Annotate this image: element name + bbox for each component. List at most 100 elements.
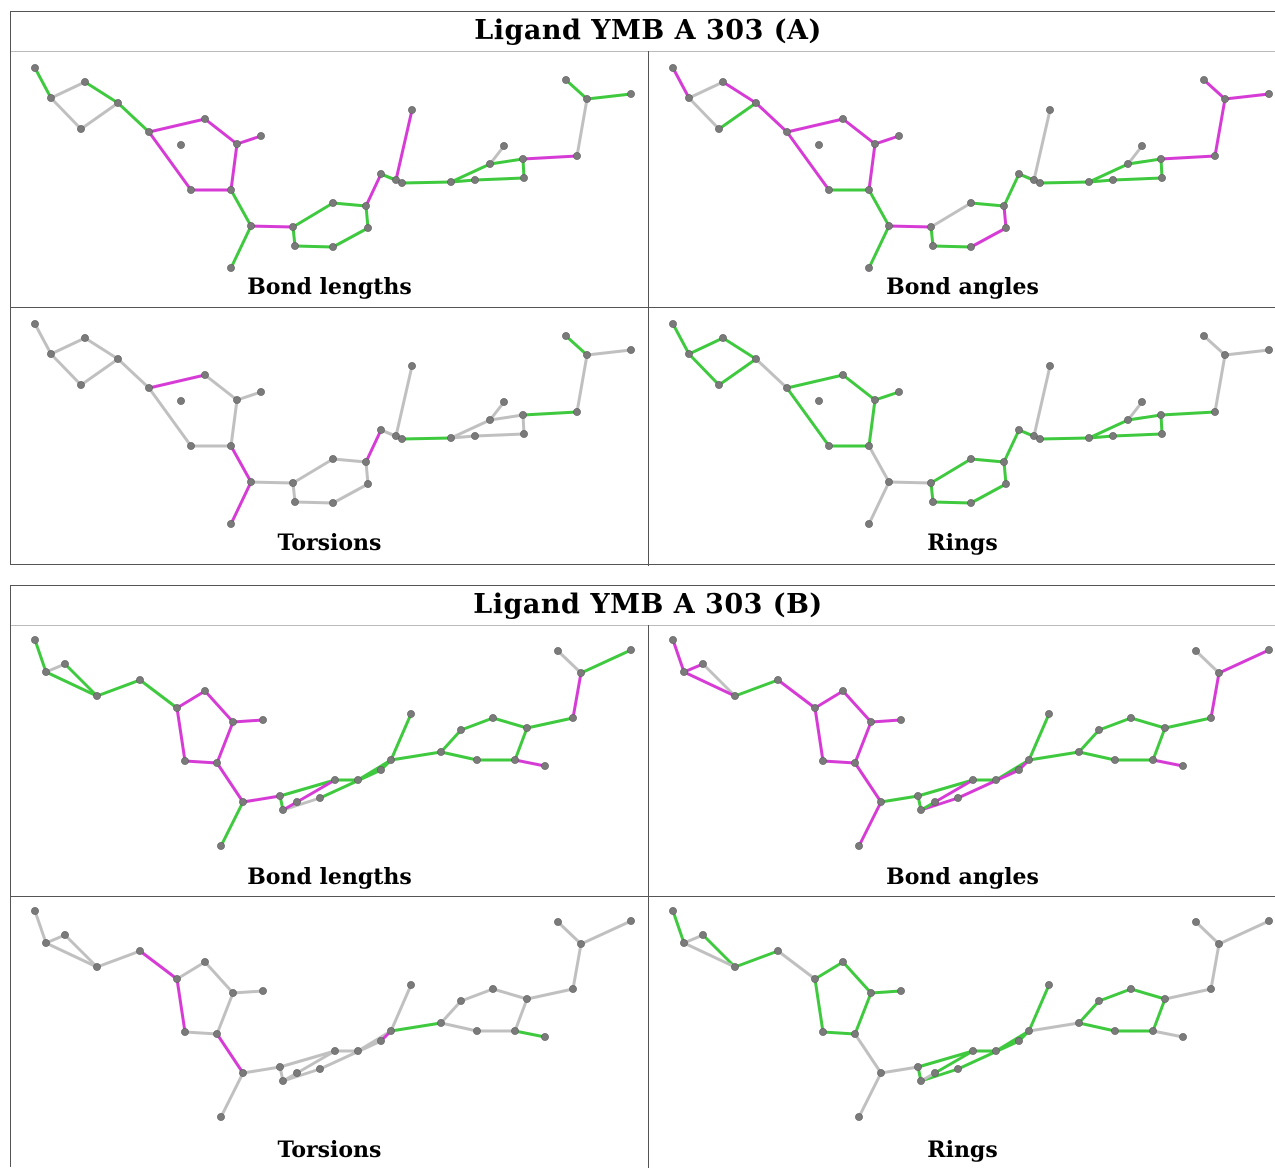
bond: [813, 960, 845, 981]
atom: [967, 243, 975, 251]
bond: [873, 134, 901, 146]
atom: [473, 1027, 481, 1035]
atom: [1015, 170, 1023, 178]
atom: [471, 432, 479, 440]
bond: [1032, 108, 1052, 182]
panel-bond-lengths: Bond lengths: [11, 626, 648, 896]
atom: [931, 798, 939, 806]
atom: [811, 704, 819, 712]
bond: [887, 480, 933, 485]
atom: [895, 388, 903, 396]
atom: [239, 798, 247, 806]
atom: [1046, 106, 1054, 114]
bond: [1151, 997, 1167, 1033]
atom: [1158, 174, 1166, 182]
bond: [956, 768, 1021, 800]
atom: [187, 442, 195, 450]
bond: [249, 480, 295, 485]
panel-bond-angles: Bond angles: [649, 626, 1275, 896]
atom: [1127, 985, 1135, 993]
bond: [571, 942, 583, 991]
atom: [1095, 997, 1103, 1005]
bond: [116, 357, 151, 390]
atom: [489, 714, 497, 722]
bond: [278, 778, 337, 798]
atom: [93, 692, 101, 700]
atom: [1157, 411, 1165, 419]
bond: [49, 352, 83, 387]
atom: [1085, 434, 1093, 442]
atom: [289, 223, 297, 231]
bond: [175, 960, 207, 981]
bond: [1038, 180, 1091, 185]
atom: [447, 178, 455, 186]
atom: [554, 918, 562, 926]
atom: [173, 975, 181, 983]
atom: [731, 692, 739, 700]
bond: [916, 1049, 975, 1069]
atom: [331, 1047, 339, 1055]
atom: [577, 669, 585, 677]
atom: [316, 1065, 324, 1073]
panel-caption: Rings: [927, 1137, 998, 1163]
atom: [855, 842, 863, 850]
bond: [1151, 726, 1167, 762]
bond: [389, 712, 413, 762]
bond: [721, 80, 758, 105]
bond: [331, 457, 368, 464]
bond: [183, 1030, 219, 1036]
bond: [687, 96, 721, 131]
atom: [1149, 756, 1157, 764]
atom: [897, 987, 905, 995]
bond: [1027, 712, 1051, 762]
atom: [293, 798, 301, 806]
atom: [437, 1019, 445, 1027]
atom: [1265, 346, 1273, 354]
ligand-block-b: Ligand YMB A 303 (B) Bond lengths Bond a…: [10, 585, 1275, 1168]
atom: [819, 757, 827, 765]
atom: [201, 687, 209, 695]
atom: [31, 320, 39, 328]
bond: [579, 648, 633, 675]
bond: [687, 352, 721, 387]
bond: [1077, 1021, 1117, 1033]
atom: [1111, 1027, 1119, 1035]
atom: [291, 498, 299, 506]
bond: [1087, 418, 1130, 440]
atom: [145, 384, 153, 392]
atom: [1149, 1027, 1157, 1035]
atom: [398, 179, 406, 187]
atom: [408, 362, 416, 370]
atom: [181, 1028, 189, 1036]
bond: [1151, 758, 1185, 768]
atom: [541, 762, 549, 770]
molecule-diagram: [31, 636, 635, 850]
panel-divider-horizontal: [11, 896, 1275, 897]
atom: [1075, 1019, 1083, 1027]
atom: [627, 90, 635, 98]
bond: [1163, 987, 1213, 1001]
atom: [407, 981, 415, 989]
bond: [219, 1071, 245, 1119]
atom: [1138, 142, 1146, 150]
bond: [331, 226, 370, 249]
atom: [839, 687, 847, 695]
atom: [81, 334, 89, 342]
atom: [839, 115, 847, 123]
atom: [1179, 1033, 1187, 1041]
atom: [398, 435, 406, 443]
bond: [33, 638, 48, 674]
atom: [719, 334, 727, 342]
bond: [400, 180, 453, 185]
atom: [917, 806, 925, 814]
atom: [929, 242, 937, 250]
bond: [229, 188, 253, 228]
atom: [364, 224, 372, 232]
bond: [439, 999, 463, 1025]
atom: [914, 792, 922, 800]
bond: [364, 428, 383, 464]
atom: [276, 792, 284, 800]
atom: [577, 940, 585, 948]
bond: [473, 176, 526, 182]
bond: [83, 336, 120, 361]
